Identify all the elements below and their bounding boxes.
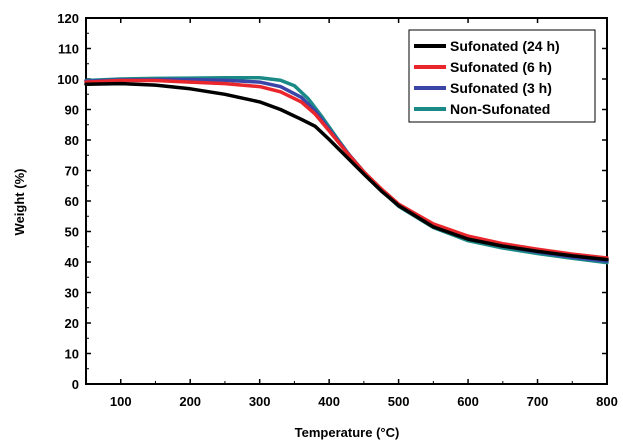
y-tick-label: 90: [65, 103, 79, 118]
x-axis-ticks: 100 200 300 400 500 600 700 800: [85, 18, 618, 409]
y-tick-label: 70: [65, 164, 79, 179]
x-axis-title: Temperature (°C): [295, 425, 400, 440]
y-tick-label: 60: [65, 194, 79, 209]
y-tick-label: 10: [65, 347, 79, 362]
y-tick-label: 120: [57, 11, 79, 26]
x-tick-label: 600: [457, 394, 479, 409]
y-tick-label: 110: [58, 42, 79, 57]
series-line-0: [84, 81, 609, 262]
series-line-1: [84, 78, 609, 260]
legend-label-0: Sufonated (24 h): [450, 38, 560, 54]
x-tick-label: 200: [179, 394, 201, 409]
y-tick-label: 30: [65, 286, 79, 301]
series-lines: [84, 76, 609, 265]
y-tick-label: 80: [65, 133, 79, 148]
y-axis-title: Weight (%): [12, 169, 27, 236]
y-tick-label: 0: [72, 377, 79, 392]
x-tick-label: 800: [596, 394, 618, 409]
y-axis-ticks: 0 10 20 30 40 50 60 70 80 90 100 110 120: [57, 11, 607, 392]
legend-label-3: Non-Sufonated: [450, 101, 550, 117]
y-tick-label: 20: [65, 316, 79, 331]
x-tick-label: 700: [527, 394, 549, 409]
y-tick-label: 50: [65, 225, 79, 240]
legend-label-1: Sufonated (6 h): [450, 59, 552, 75]
x-tick-label: 500: [388, 394, 410, 409]
legend: Sufonated (24 h) Sufonated (6 h) Sufonated…: [408, 29, 596, 123]
y-tick-label: 40: [65, 255, 79, 270]
x-tick-label: 400: [318, 394, 340, 409]
x-tick-label: 300: [249, 394, 271, 409]
legend-label-2: Sufonated (3 h): [450, 80, 552, 96]
x-tick-label: 100: [110, 394, 132, 409]
y-tick-label: 100: [57, 72, 79, 87]
